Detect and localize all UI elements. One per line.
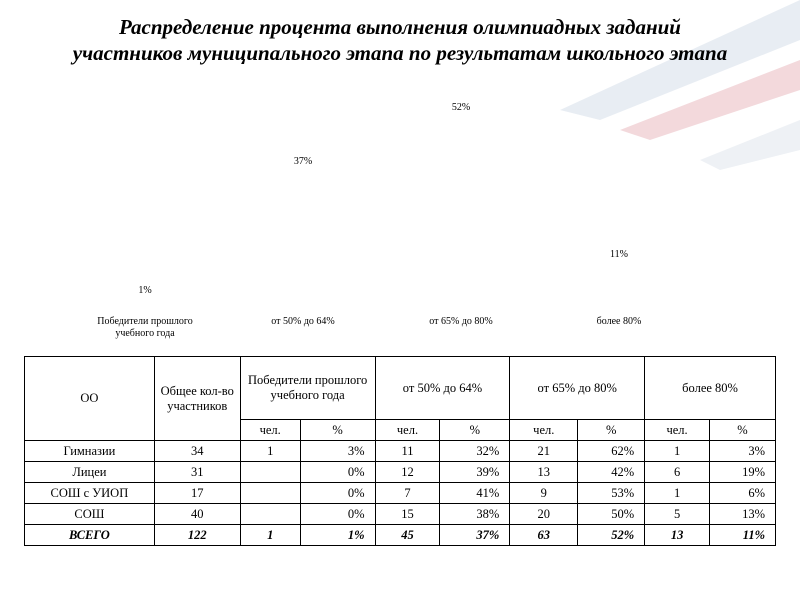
table-cell: 20 (509, 503, 579, 525)
table-cell: 5 (644, 503, 711, 525)
table-cell: 31 (153, 461, 241, 483)
value-label: 1% (138, 285, 152, 297)
table-cell: 12 (374, 461, 441, 483)
header-cell: более 80% (644, 356, 776, 420)
table-row: СОШ 40 0% 15 38% 20 50% 5 13% (24, 503, 776, 525)
table-cell: 15 (374, 503, 441, 525)
header-cell: Победители прошлого учебного года (239, 356, 376, 420)
subheader-cell: % (299, 419, 376, 441)
table-cell: 21 (509, 440, 579, 462)
table-cell: 40 (153, 503, 241, 525)
table-cell: 53% (577, 482, 646, 504)
table-cell: Гимназии (24, 440, 155, 462)
table-cell: 122 (153, 524, 241, 546)
subheader-cell: % (709, 419, 776, 441)
table-cell: 0% (299, 482, 376, 504)
table-cell (239, 461, 301, 483)
chart: 1% Победители прошлого учебного года 37% от… (0, 90, 800, 350)
x-tick-label: от 65% до 80% (429, 316, 493, 327)
table-cell: 1 (239, 440, 301, 462)
header-cell: ОО (24, 356, 155, 441)
table-row: Лицеи 31 0% 12 39% 13 42% 6 19% (24, 461, 776, 483)
table-cell: 32% (439, 440, 511, 462)
table-cell: 11 (374, 440, 441, 462)
table-row: СОШ с УИОП 17 0% 7 41% 9 53% 1 6% (24, 482, 776, 504)
table-cell: 13% (709, 503, 776, 525)
table-cell (239, 503, 301, 525)
table-cell: 38% (439, 503, 511, 525)
title-line: участников муниципального этапа по резул… (72, 41, 728, 65)
subheader-cell: чел. (239, 419, 301, 441)
table-cell: 19% (709, 461, 776, 483)
table-cell: 1 (644, 440, 711, 462)
x-tick-label: более 80% (596, 316, 642, 327)
table-cell (239, 482, 301, 504)
table-cell: 42% (577, 461, 646, 483)
table-cell: 37% (439, 524, 511, 546)
subheader-cell: чел. (374, 419, 441, 441)
table-cell: 63 (509, 524, 579, 546)
bar (0, 94, 62, 227)
header-row: ОО Общее кол-во участников Победители прош… (24, 356, 776, 441)
x-tick-label: Победители прошлого учебного года (97, 316, 193, 339)
table-cell: 17 (153, 482, 241, 504)
table-cell: 62% (577, 440, 646, 462)
table-row: Гимназии 34 1 3% 11 32% 21 62% 1 3% (24, 440, 776, 462)
table-cell: 3% (709, 440, 776, 462)
table-cell: 50% (577, 503, 646, 525)
table-cell: СОШ (24, 503, 155, 525)
header-cell: Общее кол-во участников (153, 356, 241, 441)
table-cell: 39% (439, 461, 511, 483)
table-row: ВСЕГО 122 1 1% 45 37% 63 52% 13 11% (24, 524, 776, 546)
table-cell: 1% (299, 524, 376, 546)
value-label: 37% (293, 155, 313, 167)
table-cell: 3% (299, 440, 376, 462)
table-cell: 41% (439, 482, 511, 504)
table-cell: 13 (644, 524, 711, 546)
header-cell: от 65% до 80% (509, 356, 646, 420)
subheader-cell: чел. (644, 419, 711, 441)
subheader-cell: чел. (509, 419, 579, 441)
value-label: 11% (610, 249, 628, 261)
subheader-row: чел.% чел.% чел.% чел.% (25, 419, 776, 441)
table-cell: 0% (299, 503, 376, 525)
table-cell: 6 (644, 461, 711, 483)
table-cell: 11% (709, 524, 776, 546)
decoration (560, 0, 800, 170)
table-cell: Лицеи (24, 461, 155, 483)
subheader-cell: % (439, 419, 511, 441)
title-line: Распределение процента выполнения олимпи… (119, 15, 681, 39)
table-cell: 52% (577, 524, 646, 546)
table-cell: 6% (709, 482, 776, 504)
table-cell: 1 (239, 524, 301, 546)
x-tick-label: от 50% до 64% (271, 316, 335, 327)
table-cell: 7 (374, 482, 441, 504)
table-cell: ВСЕГО (24, 524, 155, 546)
table-cell: 9 (509, 482, 579, 504)
data-table: ОО Общее кол-во участников Победители прош… (24, 356, 776, 546)
table-cell: 0% (299, 461, 376, 483)
chart-title: Распределение процента выполнения олимпи… (0, 14, 800, 66)
subheader-cell: % (577, 419, 646, 441)
table-cell: 45 (374, 524, 441, 546)
value-label: 52% (451, 102, 471, 113)
table-cell: 13 (509, 461, 579, 483)
header-cell: от 50% до 64% (374, 356, 511, 420)
table-cell: 34 (153, 440, 241, 462)
table-cell: СОШ с УИОП (24, 482, 155, 504)
table-cell: 1 (644, 482, 711, 504)
